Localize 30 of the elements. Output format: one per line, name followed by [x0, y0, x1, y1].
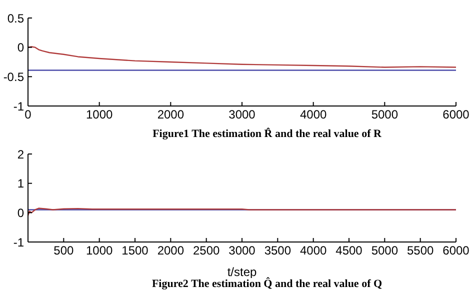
x-tick-label: 5500: [406, 244, 434, 258]
line-series: [28, 46, 456, 68]
caption: Figure2 The estimation Q̂ and the real value of Q: [150, 278, 384, 292]
y-tick-label: -0.5: [3, 70, 24, 84]
x-tick-label: 2500: [192, 244, 220, 258]
y-tick-label: 0: [17, 40, 24, 55]
x-tick-label: 1500: [122, 244, 149, 258]
y-tick-label: 1: [17, 176, 24, 191]
y-tick-label: -1: [13, 235, 24, 250]
x-tick-label: 2000: [157, 244, 184, 258]
x-tick-label: 3000: [228, 108, 256, 122]
x-tick-label: 4000: [300, 244, 328, 258]
x-tick-label: 6000: [442, 244, 470, 258]
x-tick-label: 4000: [300, 108, 328, 122]
x-tick-label: 500: [54, 244, 74, 258]
x-tick-label: 3000: [228, 244, 256, 258]
x-tick-label: 1000: [86, 244, 114, 258]
caption: Figure1 The estimation R̂ and the real value of R: [152, 128, 382, 142]
x-tick-label: 1000: [86, 108, 114, 122]
y-tick-label: -1: [13, 99, 24, 114]
x-tick-label: 3500: [264, 244, 292, 258]
y-tick-label: 0.5: [7, 11, 24, 26]
x-tick-label: 2000: [157, 108, 184, 122]
y-tick-label: 0: [17, 206, 24, 220]
y-tick-label: 2: [17, 147, 24, 162]
x-tick-label: 4500: [336, 244, 363, 258]
x-tick-label: 6000: [442, 108, 470, 122]
x-tick-label: 5000: [371, 108, 398, 122]
line-series: [28, 208, 456, 216]
x-tick-label: 5000: [371, 244, 398, 258]
